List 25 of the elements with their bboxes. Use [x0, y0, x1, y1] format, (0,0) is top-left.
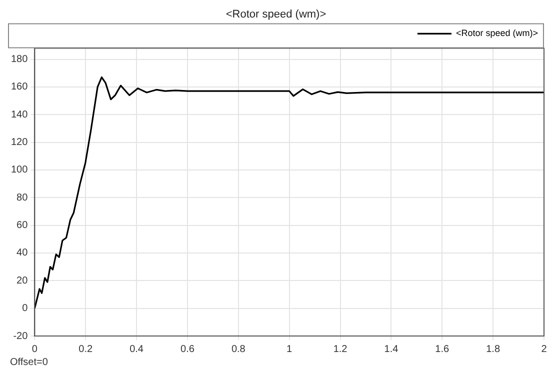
x-tick-label: 1.2 [333, 344, 348, 355]
x-tick-label: 0.2 [78, 344, 94, 355]
y-tick-label: 100 [10, 164, 28, 176]
y-tick-label: 80 [16, 192, 28, 204]
x-tick-label: 0.6 [180, 344, 195, 355]
chart-title: <Rotor speed (wm)> [226, 8, 326, 21]
y-tick-label: 120 [10, 137, 28, 148]
x-tick-label: 1 [286, 344, 293, 355]
x-tick-label: 0.8 [231, 344, 246, 355]
text: Offset=0 [10, 356, 48, 368]
y-tick-label: 180 [10, 54, 28, 66]
y-tick-label: -20 [13, 330, 28, 342]
legend-label: <Rotor speed (wm)> [456, 28, 538, 38]
y-tick-label: 140 [10, 109, 28, 120]
y-tick-label: 160 [10, 82, 28, 93]
x-tick-label: 0 [32, 344, 38, 355]
x-tick-label: 1.6 [435, 344, 450, 355]
x-tick-label: 0.4 [130, 344, 144, 355]
x-tick-label: 2 [541, 344, 548, 355]
x-tick-label: 1.4 [384, 344, 399, 355]
y-tick-label: 0 [22, 303, 28, 314]
y-tick-label: 40 [16, 248, 28, 259]
y-tick-label: 60 [16, 220, 28, 232]
y-tick-label: 20 [16, 275, 28, 286]
x-tick-label: 1.8 [486, 344, 500, 355]
